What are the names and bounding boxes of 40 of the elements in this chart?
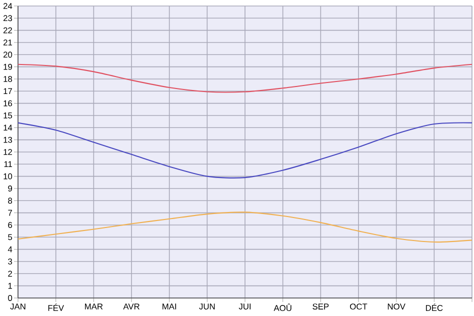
y-tick-label: 10 <box>4 173 12 180</box>
y-tick-label: 23 <box>3 15 12 22</box>
x-tick-label: JUN <box>199 304 215 310</box>
y-tick-label: 15 <box>4 112 12 118</box>
y-tick-label: 3 <box>8 258 12 264</box>
x-tick-label: MAR <box>85 304 103 310</box>
y-tick-label: 1 <box>8 282 12 289</box>
y-tick-label: 5 <box>8 234 12 240</box>
y-tick-label: 8 <box>8 198 12 204</box>
y-tick-label: 22 <box>3 27 12 34</box>
line-series <box>17 122 473 178</box>
y-tick-label: 2 <box>8 270 12 277</box>
y-tick-label: 13 <box>4 136 12 143</box>
y-tick-label: 17 <box>4 88 12 94</box>
y-tick-label: 18 <box>4 76 12 82</box>
y-tick-label: 7 <box>8 210 12 216</box>
y-tick-label: 16 <box>4 100 12 106</box>
x-tick-label: OCT <box>350 304 368 310</box>
y-tick-label: 6 <box>8 222 12 228</box>
y-tick-label: 14 <box>4 124 12 131</box>
x-tick-label: MAI <box>162 304 176 310</box>
y-tick-label: 21 <box>3 40 12 46</box>
y-tick-label: 0 <box>8 295 12 301</box>
y-tick-label: 24 <box>3 3 12 9</box>
y-tick-label: 20 <box>3 52 12 58</box>
x-tick-label: SEP <box>312 304 329 310</box>
y-tick-label: 12 <box>4 149 12 155</box>
x-tick-label: JUI <box>238 304 251 310</box>
line-series <box>17 64 473 93</box>
y-tick-label: 4 <box>8 246 12 252</box>
y-tick-label: 9 <box>8 186 12 192</box>
x-tick-label: FÉV <box>48 304 64 311</box>
x-tick-label: JAN <box>10 304 26 310</box>
x-tick-label: NOV <box>388 304 406 310</box>
x-tick-label: AOÛ <box>274 304 292 312</box>
line-series <box>17 212 473 243</box>
y-tick-label: 19 <box>4 64 12 70</box>
x-tick-label: DÉC <box>426 304 443 311</box>
x-tick-label: AVR <box>123 304 140 310</box>
y-tick-label: 11 <box>4 161 12 168</box>
